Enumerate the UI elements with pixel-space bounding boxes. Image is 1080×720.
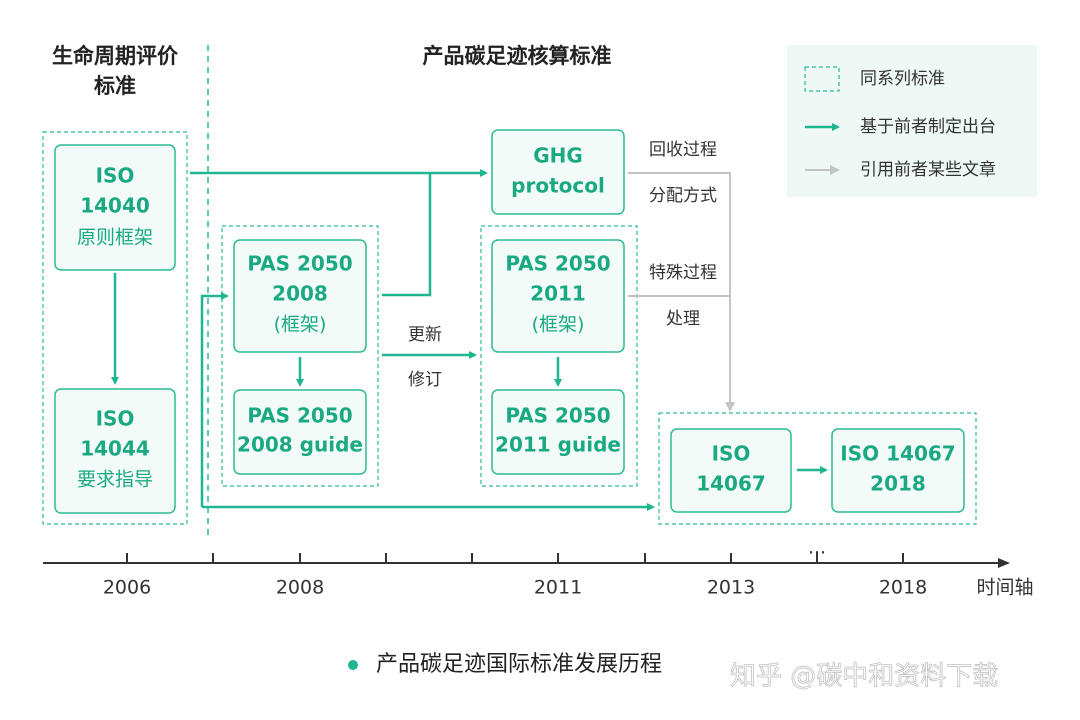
annotation: 特殊过程	[649, 263, 717, 283]
legend-label: 引用前者某些文章	[860, 160, 996, 180]
box	[233, 239, 367, 353]
box-text: (框架)	[274, 314, 327, 336]
box-text: PAS 2050	[505, 252, 610, 276]
box-text: ISO	[712, 442, 751, 466]
annotation: 更新	[408, 325, 442, 345]
box-text: ISO 14067	[840, 442, 955, 466]
header: 标准	[94, 74, 136, 98]
legend-icon	[804, 66, 840, 92]
legend-label: 基于前者制定出台	[860, 117, 996, 137]
box-text: 2011 guide	[495, 433, 621, 457]
arrow	[200, 292, 229, 507]
box	[491, 239, 625, 353]
caption: 产品碳足迹国际标准发展历程	[376, 652, 662, 677]
watermark: 知乎 @碳中和资料下载	[730, 662, 998, 692]
legend-label: 同系列标准	[860, 69, 945, 89]
box-text: 原则框架	[77, 227, 153, 249]
box-text: 要求指导	[77, 469, 153, 491]
year-label: 2011	[534, 577, 582, 599]
box	[54, 144, 176, 271]
box-text: 2011	[530, 282, 586, 306]
ellipsis: ...	[808, 537, 826, 559]
box-text: 14044	[80, 437, 150, 461]
box	[491, 129, 625, 215]
axis-label: 时间轴	[976, 577, 1033, 599]
year-label: 2006	[103, 577, 151, 599]
timeline-ticks	[126, 553, 904, 563]
group	[658, 412, 977, 525]
group	[480, 225, 638, 487]
box	[54, 388, 176, 514]
year-label: 2018	[879, 577, 927, 599]
box	[831, 428, 965, 513]
box-text: 2018	[870, 472, 926, 496]
box-text: (框架)	[532, 314, 585, 336]
year-label: 2008	[276, 577, 324, 599]
arrow	[382, 173, 432, 297]
box-text: ISO	[96, 407, 135, 431]
box	[491, 389, 625, 475]
box	[670, 428, 792, 513]
box-text: PAS 2050	[247, 252, 352, 276]
box-text: 14067	[696, 472, 766, 496]
ref-arrow	[628, 172, 735, 412]
box-text: protocol	[511, 174, 605, 198]
box-text: ISO	[96, 164, 135, 188]
box-text: 2008 guide	[237, 433, 363, 457]
year-label: 2013	[707, 577, 755, 599]
box	[233, 389, 367, 475]
group	[42, 131, 188, 525]
caption-dot	[348, 660, 358, 670]
box-text: 2008	[272, 282, 328, 306]
legend-bg	[787, 45, 1037, 197]
annotation: 回收过程	[649, 140, 717, 160]
annotation: 分配方式	[649, 186, 717, 206]
annotation: 修订	[408, 370, 442, 390]
box-text: PAS 2050	[247, 404, 352, 428]
header: 生命周期评价	[52, 44, 179, 68]
box-text: PAS 2050	[505, 404, 610, 428]
group	[221, 225, 379, 487]
header: 产品碳足迹核算标准	[423, 44, 612, 68]
box-text: GHG	[533, 144, 583, 168]
annotation: 处理	[666, 309, 700, 329]
box-text: 14040	[80, 194, 150, 218]
